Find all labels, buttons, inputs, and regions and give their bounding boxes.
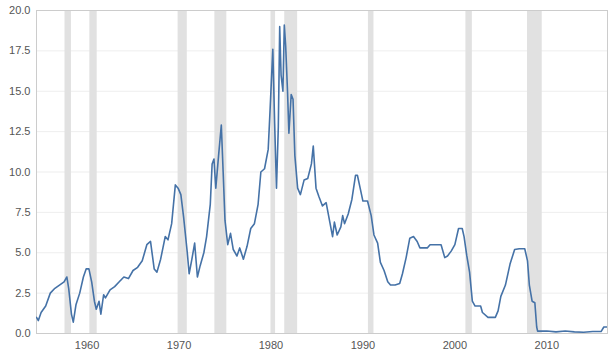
svg-text:12.5: 12.5 [9, 125, 30, 137]
svg-text:17.5: 17.5 [9, 44, 30, 56]
svg-text:2.5: 2.5 [15, 287, 30, 299]
svg-text:5.0: 5.0 [15, 246, 30, 258]
svg-text:1980: 1980 [259, 339, 283, 351]
svg-text:1990: 1990 [351, 339, 375, 351]
svg-text:0.0: 0.0 [15, 327, 30, 339]
svg-text:1970: 1970 [167, 339, 191, 351]
svg-text:20.0: 20.0 [9, 4, 30, 16]
svg-text:15.0: 15.0 [9, 85, 30, 97]
svg-text:2010: 2010 [535, 339, 559, 351]
svg-text:7.5: 7.5 [15, 206, 30, 218]
svg-text:1960: 1960 [75, 339, 99, 351]
svg-text:10.0: 10.0 [9, 166, 30, 178]
svg-text:2000: 2000 [443, 339, 467, 351]
